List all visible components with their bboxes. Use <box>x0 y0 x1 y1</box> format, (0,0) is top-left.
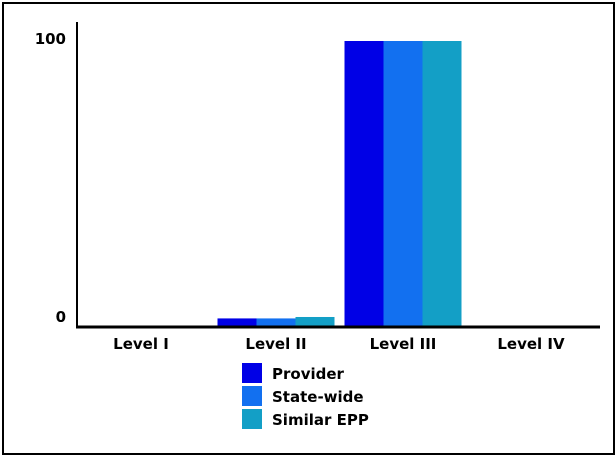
bar-state-wide-level-ii <box>256 318 296 327</box>
legend-swatch-state-wide <box>242 386 262 406</box>
legend-label-provider: Provider <box>272 365 345 383</box>
category-label-level-i: Level I <box>113 335 169 353</box>
y-tick-label-min: 0 <box>56 308 66 326</box>
legend-swatch-provider <box>242 363 262 383</box>
category-label-level-iv: Level IV <box>497 335 565 353</box>
bar-similar-epp-level-ii <box>295 316 335 327</box>
legend-swatch-similar-epp <box>242 409 262 429</box>
legend-label-state-wide: State-wide <box>272 388 364 406</box>
bar-similar-epp-level-iii <box>422 41 462 327</box>
bar-provider-level-iii <box>344 41 384 327</box>
bars-group <box>217 41 590 327</box>
category-label-level-ii: Level II <box>245 335 306 353</box>
category-label-level-iii: Level III <box>370 335 437 353</box>
bar-provider-level-ii <box>217 318 257 327</box>
bar-state-wide-level-iii <box>383 41 423 327</box>
legend: Provider State-wide Similar EPP <box>242 363 369 429</box>
y-tick-label-max: 100 <box>35 30 66 48</box>
category-labels: Level I Level II Level III Level IV <box>113 335 565 353</box>
legend-label-similar-epp: Similar EPP <box>272 411 369 429</box>
